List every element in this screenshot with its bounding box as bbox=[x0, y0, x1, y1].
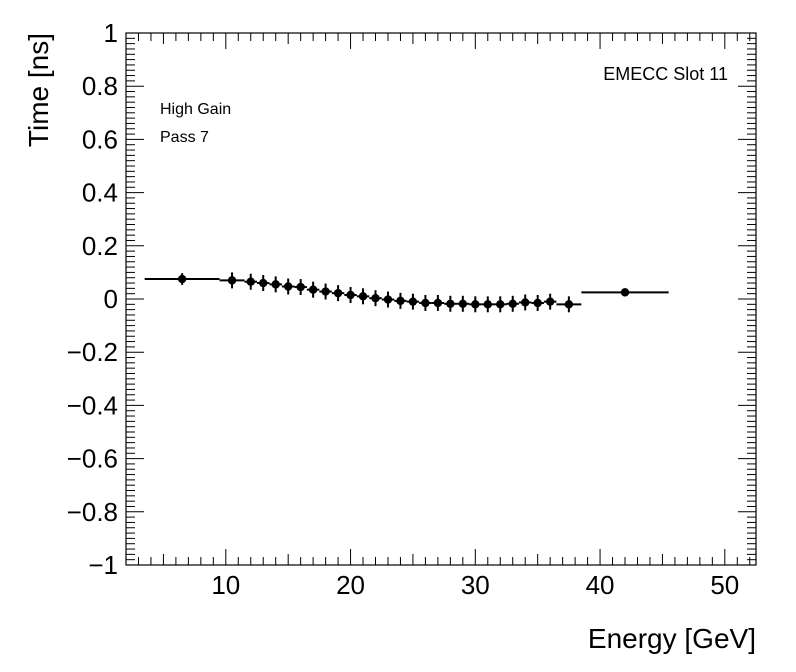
point-marker bbox=[333, 288, 343, 298]
y-tick-label: −0.6 bbox=[67, 444, 118, 474]
data-point bbox=[356, 288, 370, 305]
data-point bbox=[456, 295, 470, 312]
y-tick-label: 0.2 bbox=[82, 231, 118, 261]
point-marker bbox=[564, 300, 574, 309]
x-tick-label: 30 bbox=[461, 570, 490, 600]
data-point bbox=[319, 283, 332, 300]
point-marker bbox=[321, 287, 330, 296]
data-point bbox=[294, 279, 307, 296]
data-point bbox=[556, 296, 582, 313]
y-tick-label: 1 bbox=[104, 18, 118, 48]
data-point bbox=[506, 295, 519, 312]
y-tick-label: −0.4 bbox=[67, 390, 118, 420]
y-tick-label: −0.8 bbox=[67, 497, 118, 527]
point-marker bbox=[408, 297, 418, 306]
data-point bbox=[431, 295, 445, 311]
data-point bbox=[369, 290, 382, 307]
data-series bbox=[144, 272, 669, 313]
point-marker bbox=[296, 282, 305, 292]
x-tick-label: 10 bbox=[211, 570, 240, 600]
data-point bbox=[269, 276, 282, 293]
data-point bbox=[394, 292, 407, 309]
pass-label: Pass 7 bbox=[160, 129, 209, 146]
point-marker bbox=[271, 280, 280, 289]
y-axis: −1 −0.8 −0.6 −0.4 −0.2 0 0.2 0.4 0.6 0.8 1 bbox=[67, 18, 756, 580]
data-point bbox=[518, 294, 532, 311]
point-marker bbox=[383, 295, 393, 304]
point-marker bbox=[620, 288, 630, 297]
point-marker bbox=[308, 285, 318, 294]
point-marker bbox=[496, 300, 505, 309]
point-marker bbox=[533, 298, 542, 308]
data-point bbox=[306, 281, 320, 298]
data-point bbox=[494, 296, 507, 313]
gain-label: High Gain bbox=[160, 101, 231, 118]
data-point bbox=[281, 278, 295, 295]
data-point bbox=[406, 293, 420, 310]
point-marker bbox=[508, 299, 517, 308]
point-marker bbox=[396, 296, 405, 306]
data-point bbox=[419, 295, 432, 311]
x-tick-label: 50 bbox=[710, 570, 739, 600]
data-point bbox=[481, 296, 495, 313]
point-marker bbox=[283, 282, 293, 291]
point-marker bbox=[446, 299, 455, 308]
point-marker bbox=[471, 300, 480, 309]
data-point bbox=[581, 288, 669, 297]
x-tick-label: 40 bbox=[586, 570, 615, 600]
data-point bbox=[531, 295, 544, 311]
point-marker bbox=[483, 300, 492, 309]
point-marker bbox=[246, 277, 255, 286]
y-tick-label: 0.4 bbox=[82, 178, 118, 208]
point-marker bbox=[259, 278, 268, 288]
data-point bbox=[469, 296, 482, 313]
data-point bbox=[444, 295, 457, 312]
y-tick-label: 0 bbox=[104, 284, 118, 314]
x-axis: 10 20 30 40 50 bbox=[125, 33, 751, 600]
point-marker bbox=[421, 298, 430, 308]
point-marker bbox=[358, 292, 368, 301]
data-point bbox=[344, 287, 357, 303]
data-point bbox=[543, 293, 557, 310]
slot-label: EMECC Slot 11 bbox=[603, 64, 728, 84]
point-marker bbox=[433, 298, 443, 308]
point-marker bbox=[227, 276, 237, 285]
y-tick-label: −0.2 bbox=[67, 337, 118, 367]
x-tick-label: 20 bbox=[336, 570, 365, 600]
y-tick-label: 0.6 bbox=[82, 124, 118, 154]
point-marker bbox=[545, 297, 555, 306]
point-marker bbox=[346, 290, 355, 300]
data-point bbox=[381, 291, 395, 308]
x-axis-title: Energy [GeV] bbox=[588, 623, 756, 654]
data-point bbox=[331, 285, 345, 302]
point-marker bbox=[371, 294, 380, 303]
data-point bbox=[256, 275, 270, 292]
data-point bbox=[244, 273, 257, 290]
y-tick-label: 0.8 bbox=[82, 71, 118, 101]
y-axis-title: Time [ns] bbox=[23, 33, 54, 147]
data-point bbox=[144, 273, 220, 285]
point-marker bbox=[458, 299, 468, 308]
y-tick-label: −1 bbox=[88, 550, 118, 580]
point-marker bbox=[521, 298, 530, 307]
point-marker bbox=[177, 274, 187, 284]
data-point bbox=[219, 272, 245, 289]
